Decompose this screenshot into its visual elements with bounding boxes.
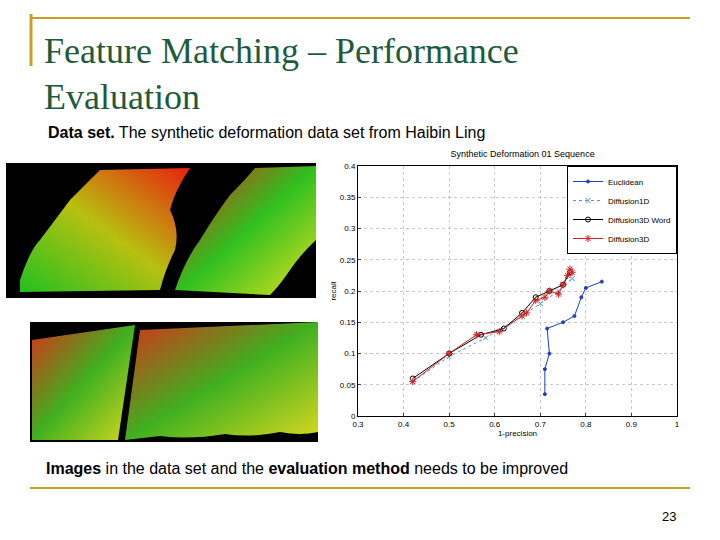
svg-text:0.1: 0.1	[344, 349, 356, 358]
svg-text:0.05: 0.05	[340, 381, 356, 390]
svg-text:0.8: 0.8	[580, 420, 592, 429]
svg-text:0.2: 0.2	[344, 287, 356, 296]
svg-text:0.5: 0.5	[444, 420, 456, 429]
svg-text:1-precision: 1-precision	[498, 429, 537, 438]
svg-text:0.3: 0.3	[352, 420, 364, 429]
svg-text:0.9: 0.9	[626, 420, 638, 429]
svg-text:0.15: 0.15	[340, 318, 356, 327]
html-text:Images in the data set and the: Images in the data set and the evaluatio…	[46, 460, 569, 477]
html-text:Feature Matching – Performance: Feature Matching – Performance	[44, 31, 519, 71]
svg-text:recall: recall	[329, 281, 338, 300]
svg-text:0.35: 0.35	[340, 193, 356, 202]
svg-text:0.3: 0.3	[344, 224, 356, 233]
svg-text:0.4: 0.4	[344, 162, 356, 171]
html-text:Data set. The synthetic deform: Data set. The synthetic deformation data…	[48, 124, 486, 141]
svg-text:Diffusion3D Word: Diffusion3D Word	[608, 216, 670, 225]
svg-text:0.4: 0.4	[398, 420, 410, 429]
svg-text:1: 1	[675, 420, 680, 429]
svg-text:Euclidean: Euclidean	[608, 178, 643, 187]
svg-text:Diffusion1D: Diffusion1D	[608, 197, 649, 206]
html-text:23: 23	[662, 509, 677, 524]
html-text:Evaluation: Evaluation	[44, 77, 200, 117]
svg-text:0: 0	[351, 412, 356, 421]
svg-text:Synthetic Deformation 01 Seque: Synthetic Deformation 01 Sequence	[451, 149, 595, 159]
svg-text:0.25: 0.25	[340, 256, 356, 265]
svg-text:0.7: 0.7	[535, 420, 547, 429]
svg-text:0.6: 0.6	[489, 420, 501, 429]
svg-text:Diffusion3D: Diffusion3D	[608, 235, 649, 244]
